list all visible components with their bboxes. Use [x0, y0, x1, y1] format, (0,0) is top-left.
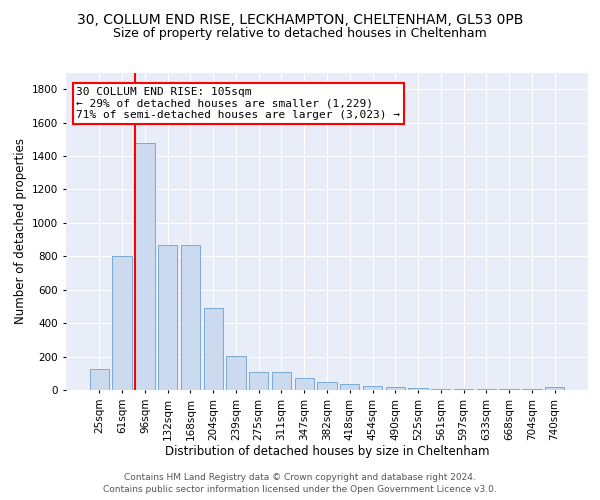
- Bar: [317, 382, 337, 390]
- Text: 30, COLLUM END RISE, LECKHAMPTON, CHELTENHAM, GL53 0PB: 30, COLLUM END RISE, LECKHAMPTON, CHELTE…: [77, 12, 523, 26]
- Bar: [476, 389, 496, 390]
- Text: Contains HM Land Registry data © Crown copyright and database right 2024.: Contains HM Land Registry data © Crown c…: [124, 472, 476, 482]
- Bar: [545, 388, 564, 390]
- Bar: [135, 142, 155, 390]
- Bar: [295, 378, 314, 390]
- Bar: [272, 372, 291, 390]
- Y-axis label: Number of detached properties: Number of detached properties: [14, 138, 26, 324]
- Bar: [90, 369, 109, 390]
- Bar: [226, 356, 245, 390]
- Bar: [499, 389, 519, 390]
- Text: 30 COLLUM END RISE: 105sqm
← 29% of detached houses are smaller (1,229)
71% of s: 30 COLLUM END RISE: 105sqm ← 29% of deta…: [76, 87, 400, 120]
- Bar: [158, 244, 178, 390]
- Bar: [522, 389, 542, 390]
- Bar: [340, 384, 359, 390]
- Bar: [431, 389, 451, 390]
- Bar: [112, 256, 132, 390]
- Bar: [363, 386, 382, 390]
- Bar: [386, 388, 405, 390]
- Text: Size of property relative to detached houses in Cheltenham: Size of property relative to detached ho…: [113, 28, 487, 40]
- Bar: [181, 244, 200, 390]
- Bar: [409, 388, 428, 390]
- Bar: [203, 308, 223, 390]
- Bar: [249, 372, 268, 390]
- X-axis label: Distribution of detached houses by size in Cheltenham: Distribution of detached houses by size …: [165, 446, 489, 458]
- Bar: [454, 389, 473, 390]
- Text: Contains public sector information licensed under the Open Government Licence v3: Contains public sector information licen…: [103, 485, 497, 494]
